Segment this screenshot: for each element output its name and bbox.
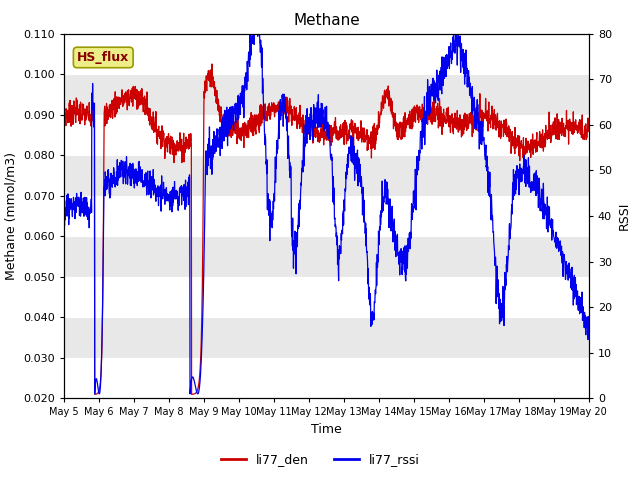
Bar <box>64 74 589 115</box>
Text: HS_flux: HS_flux <box>77 51 129 64</box>
Bar <box>64 155 589 196</box>
Bar <box>64 317 589 358</box>
X-axis label: Time: Time <box>311 423 342 436</box>
Y-axis label: RSSI: RSSI <box>618 202 630 230</box>
Title: Methane: Methane <box>293 13 360 28</box>
Bar <box>64 358 589 398</box>
Bar <box>64 34 589 74</box>
Bar <box>64 196 589 236</box>
Bar <box>64 277 589 317</box>
Y-axis label: Methane (mmol/m3): Methane (mmol/m3) <box>4 152 18 280</box>
Bar <box>64 236 589 277</box>
Legend: li77_den, li77_rssi: li77_den, li77_rssi <box>216 448 424 471</box>
Bar <box>64 115 589 155</box>
